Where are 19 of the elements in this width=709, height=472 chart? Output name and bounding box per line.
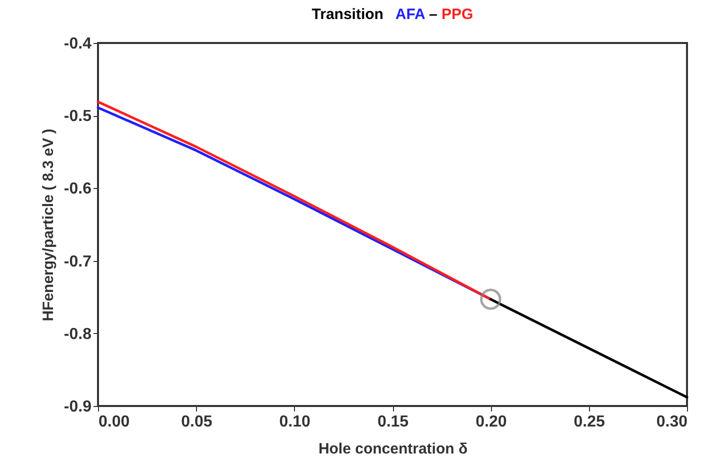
- y-tick-label: -0.4: [64, 36, 92, 52]
- y-tick-label: -0.6: [64, 180, 92, 198]
- text: –: [428, 6, 438, 23]
- x-axis-title: Hole concentration δ: [318, 440, 468, 458]
- y-tick-label: -0.9: [64, 398, 92, 416]
- text: PPG: [442, 6, 474, 23]
- text: AFA: [395, 6, 425, 23]
- chart-title: Transition: [312, 6, 384, 23]
- x-tick-label: 0.25: [574, 414, 606, 430]
- x-tick-label: 0.30: [656, 414, 688, 430]
- y-axis-title: HFenergy/particle ( 8.3 eV ): [40, 128, 57, 322]
- x-tick-label: 0.10: [279, 414, 311, 430]
- x-tick-label: 0.15: [377, 414, 409, 430]
- y-tick-label: -0.7: [64, 253, 92, 270]
- y-tick-label: -0.8: [64, 326, 92, 343]
- x-tick-label: 0.00: [98, 414, 130, 430]
- y-tick-label: -0.5: [64, 108, 92, 126]
- x-tick-label: 0.20: [476, 414, 507, 430]
- x-tick-label: 0.05: [181, 414, 212, 430]
